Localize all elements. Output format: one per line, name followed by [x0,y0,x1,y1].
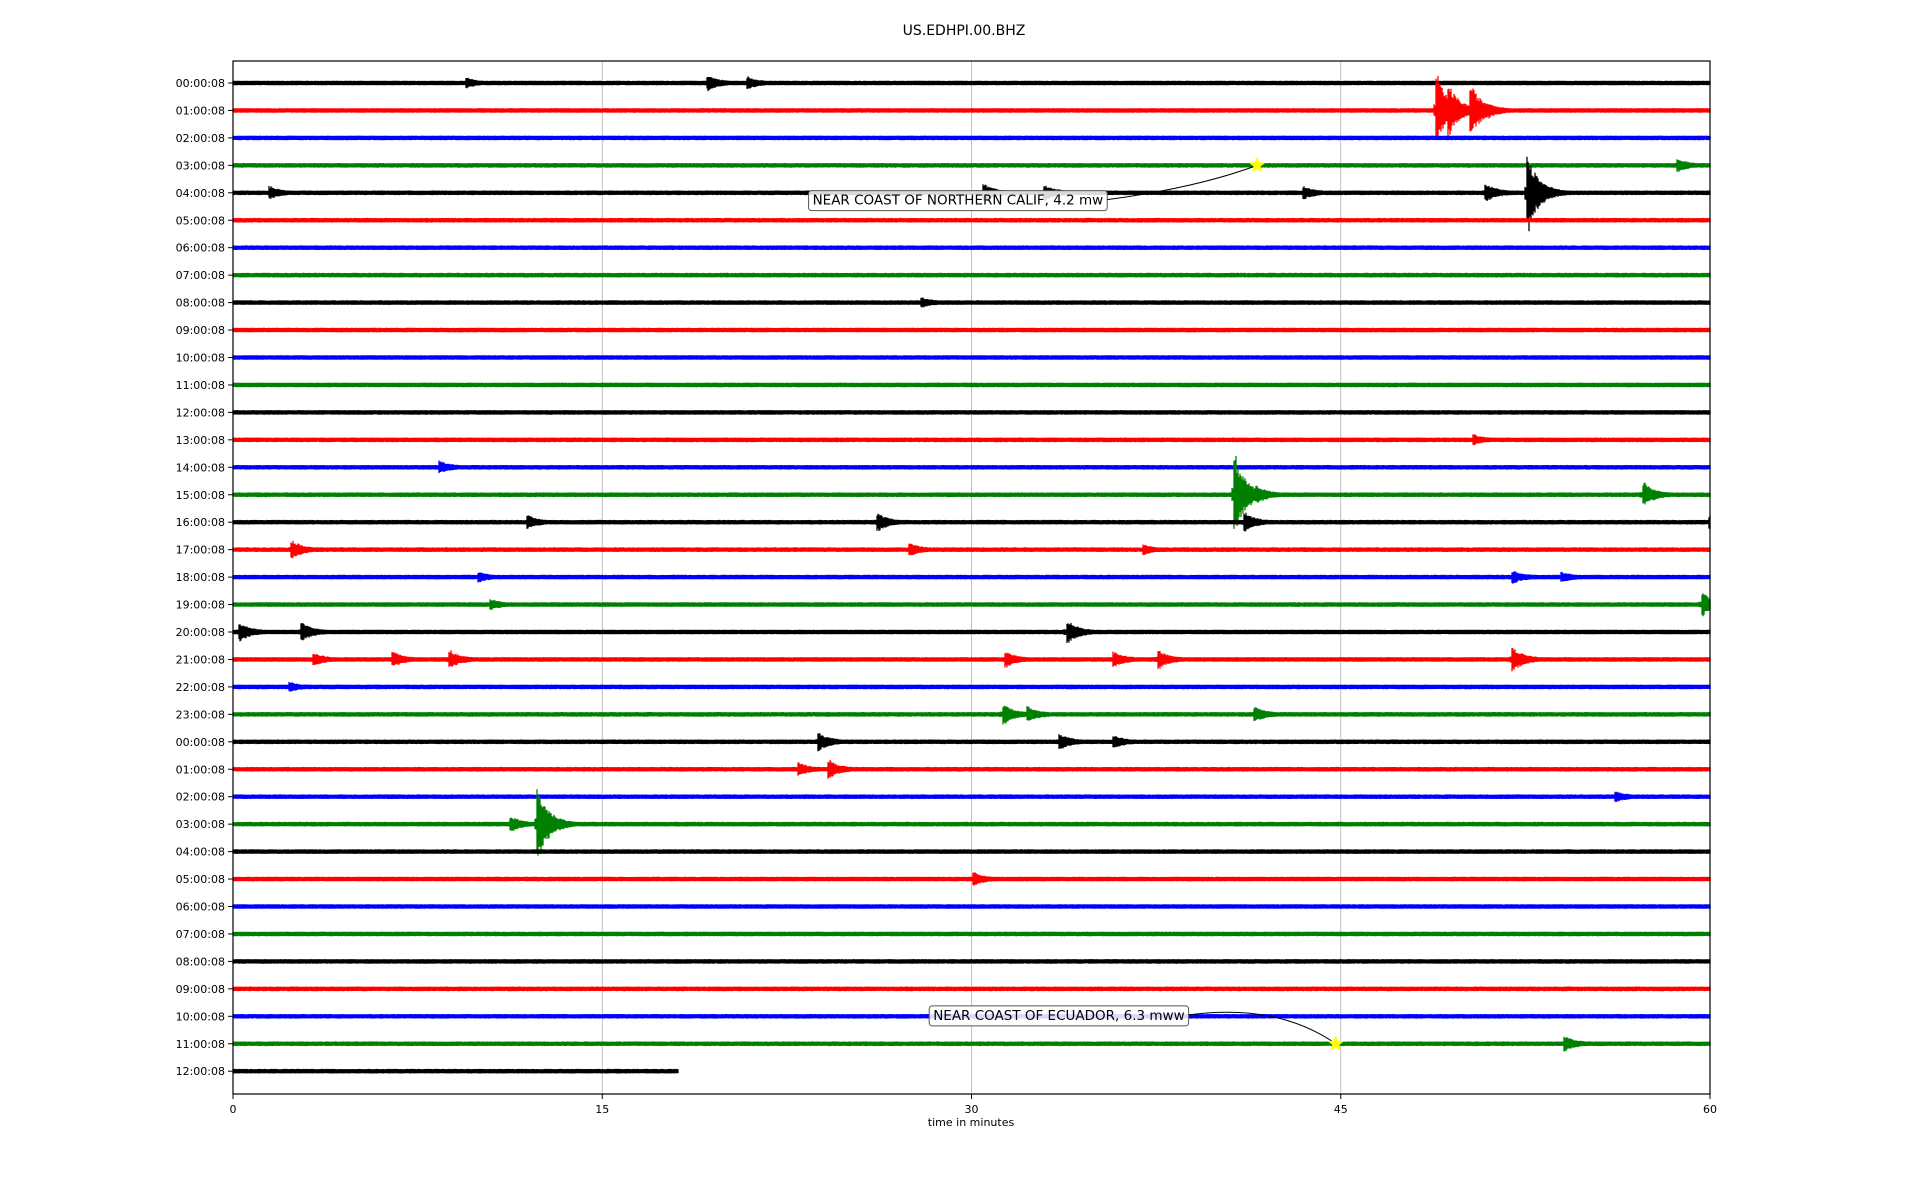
event-label: NEAR COAST OF ECUADOR, 6.3 mww [933,1008,1184,1024]
trace-line [232,410,1711,415]
row-label: 10:00:08 [176,1010,225,1023]
trace-line [232,1068,679,1074]
chart-title: US.EDHPI.00.BHZ [903,23,1026,39]
event-annotation: NEAR COAST OF NORTHERN CALIF, 4.2 mw [808,156,1266,212]
row-label: 01:00:08 [176,104,225,117]
x-axis: 0 15 30 45 60 [230,1094,1717,1116]
event-label: NEAR COAST OF NORTHERN CALIF, 4.2 mw [813,193,1104,209]
row-label: 11:00:08 [176,1038,225,1051]
trace-line [232,959,1711,964]
row-label: 14:00:08 [176,461,225,474]
row-label: 11:00:08 [176,379,225,392]
trace-line [232,272,1711,278]
x-tick-label: 45 [1334,1103,1348,1116]
row-label: 15:00:08 [176,489,225,502]
event-label-box [928,1005,1190,1027]
trace-line [232,382,1711,388]
event-star-icon [1248,156,1266,173]
row-label: 05:00:08 [176,873,225,886]
trace-line [232,904,1711,909]
row-label: 02:00:08 [176,132,225,145]
row-label: 18:00:08 [176,571,225,584]
row-label: 21:00:08 [176,653,225,666]
row-label: 01:00:08 [176,763,225,776]
row-label: 10:00:08 [176,352,225,365]
x-tick-label: 15 [595,1103,609,1116]
x-axis-label: time in minutes [928,1116,1015,1129]
row-label: 16:00:08 [176,516,225,529]
row-label: 08:00:08 [176,955,225,968]
row-label: 05:00:08 [176,214,225,227]
row-label: 03:00:08 [176,818,225,831]
trace-line [232,217,1711,223]
row-label: 00:00:08 [176,736,225,749]
trace-line [232,849,1711,854]
row-label: 12:00:08 [176,1065,225,1078]
trace-line [232,135,1711,141]
plot-frame [232,60,1711,1095]
trace-line [232,931,1711,937]
row-labels: 00:00:08 01:00:08 02:00:08 03:00:08 04:00:08… [176,77,233,1078]
row-label: 00:00:08 [176,77,225,90]
row-label: 04:00:08 [176,187,225,200]
row-label: 07:00:08 [176,928,225,941]
row-label: 07:00:08 [176,269,225,282]
trace-line [232,355,1711,360]
row-label: 02:00:08 [176,791,225,804]
row-label: 12:00:08 [176,406,225,419]
trace-line [232,986,1711,992]
row-label: 09:00:08 [176,324,225,337]
x-tick-label: 60 [1703,1103,1717,1116]
row-label: 19:00:08 [176,599,225,612]
event-label-box [808,190,1108,212]
row-label: 09:00:08 [176,983,225,996]
event-connector [1188,1011,1337,1045]
trace-line [232,245,1711,250]
event-annotation: NEAR COAST OF ECUADOR, 6.3 mww [928,1005,1345,1051]
row-label: 22:00:08 [176,681,225,694]
x-tick-label: 30 [965,1103,979,1116]
row-label: 08:00:08 [176,297,225,310]
row-label: 06:00:08 [176,901,225,914]
row-label: 13:00:08 [176,434,225,447]
trace-line [232,327,1711,333]
row-label: 23:00:08 [176,708,225,721]
row-label: 03:00:08 [176,159,225,172]
row-label: 04:00:08 [176,846,225,859]
x-tick-label: 0 [230,1103,237,1116]
row-label: 06:00:08 [176,242,225,255]
annotations-layer: NEAR COAST OF NORTHERN CALIF, 4.2 mw NEAR… [808,156,1345,1051]
event-connector [1107,164,1258,201]
event-star-icon [1327,1035,1345,1051]
row-label: 17:00:08 [176,544,225,557]
row-label: 20:00:08 [176,626,225,639]
